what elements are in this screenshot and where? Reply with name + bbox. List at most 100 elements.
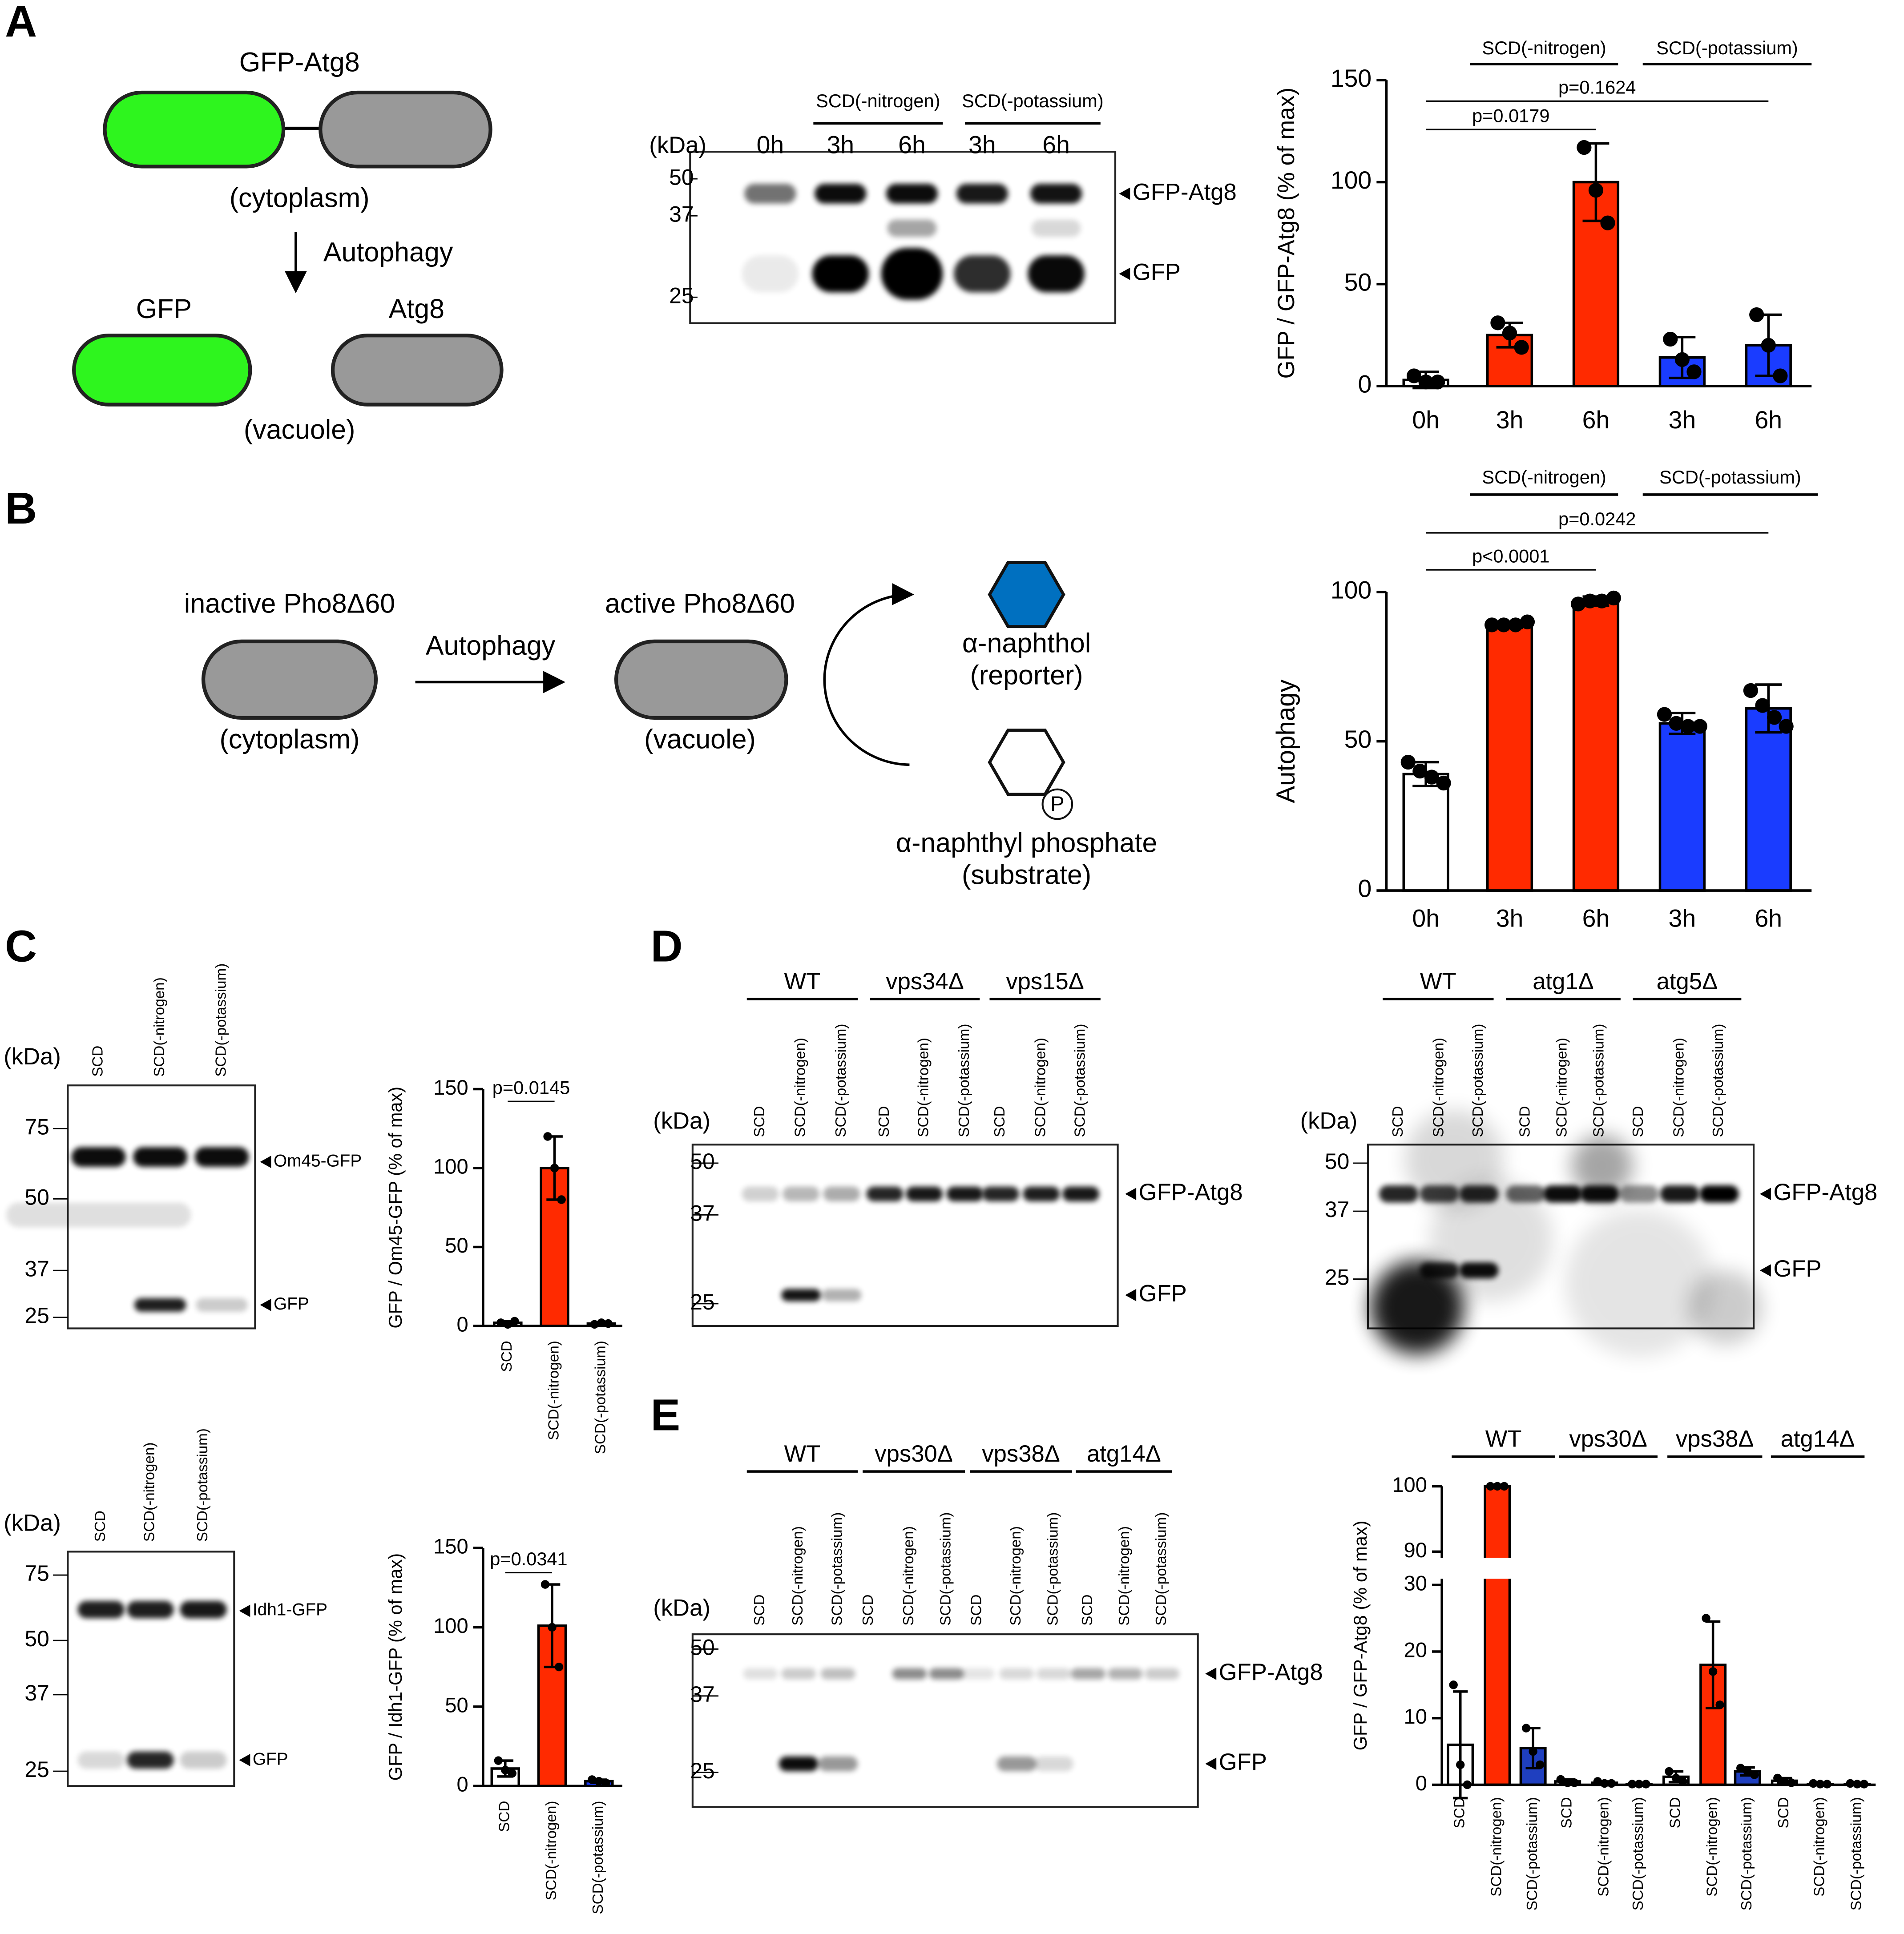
diagram-label: (reporter) (970, 660, 1083, 690)
lane-label: SCD(-potassium) (1470, 1024, 1486, 1137)
marker-label: 37 (690, 1682, 714, 1707)
blot-band (887, 219, 937, 237)
data-point (1773, 368, 1788, 383)
lane-label: SCD (89, 1046, 106, 1077)
lane-label: SCD(-nitrogen) (1008, 1526, 1024, 1626)
diagram-label: α-naphthol (962, 628, 1091, 658)
blot-band (742, 1186, 779, 1201)
bar (1745, 707, 1792, 892)
x-tick-label: SCD (1452, 1797, 1468, 1828)
lane-label: SCD(-potassium) (956, 1024, 972, 1137)
error-bar (1453, 1690, 1468, 1800)
gfp-shape (103, 90, 286, 169)
blot-band (127, 1601, 174, 1619)
blot-band (906, 1186, 943, 1201)
x-tick-label: SCD (1775, 1797, 1792, 1828)
data-point (588, 1775, 597, 1784)
group-label: vps38Δ (1676, 1426, 1754, 1452)
protein-label: GFP (1139, 1280, 1187, 1306)
panel-label: D (651, 922, 683, 971)
x-tick-label: 0h (1412, 406, 1440, 434)
lane-group-label: WT (1420, 968, 1456, 995)
arrowhead (239, 1604, 250, 1617)
diagram-label: (substrate) (962, 860, 1091, 890)
bar-chart: 0 50 100 150 GFP / Idh1-GFP (% of max) SCD SCD… (385, 1534, 622, 1914)
data-point (1449, 1680, 1458, 1689)
data-point (1570, 596, 1586, 612)
x-tick-label: 6h (1582, 406, 1610, 434)
blot-band (779, 1756, 819, 1771)
data-point (1493, 1482, 1502, 1491)
y-tick-label: 50 (1344, 725, 1372, 753)
blot-background (1571, 1135, 1633, 1197)
arrowhead (1125, 1289, 1137, 1301)
blot-band (783, 1186, 820, 1201)
lane-label: SCD (992, 1106, 1008, 1137)
lane-label: SCD(-potassium) (194, 1428, 211, 1542)
marker-label: 37 (669, 201, 694, 226)
x-tick-label: SCD(-nitrogen) (543, 1801, 560, 1901)
blot-band (866, 1186, 904, 1201)
blot-band (1506, 1185, 1545, 1203)
blot-band (956, 184, 1008, 204)
lane-label: SCD(-potassium) (833, 1024, 849, 1137)
y-tick-label: 90 (1404, 1538, 1427, 1562)
data-point (1600, 215, 1615, 230)
blot-band (1062, 1186, 1100, 1201)
y-tick-label: 0 (1416, 1771, 1427, 1795)
blot-band (71, 1147, 126, 1167)
lane-group-label: atg14Δ (1087, 1441, 1161, 1467)
bar (1484, 1485, 1511, 1786)
lane-label: SCD(-potassium) (1710, 1024, 1727, 1137)
blot-band (1108, 1668, 1142, 1680)
data-point (1535, 1760, 1545, 1769)
blot-band (1036, 1668, 1071, 1680)
lane-label: SCD(-nitrogen) (1671, 1038, 1687, 1137)
kda-label: (kDa) (1300, 1108, 1358, 1134)
blot-band (815, 184, 867, 204)
bar (540, 1167, 569, 1327)
diagram-label: active Pho8Δ60 (605, 588, 795, 619)
x-tick-label: SCD(-potassium) (1630, 1797, 1646, 1910)
blot-band (1619, 1185, 1659, 1203)
lane-group-label: vps34Δ (886, 968, 964, 995)
blot-band (133, 1147, 188, 1167)
bar-chart: 0 50 100 150 GFP / GFP-Atg8 (% of max) 0h 3h 6h… (1273, 37, 1812, 434)
arrowhead (1205, 1668, 1217, 1680)
data-point (1606, 590, 1621, 606)
lane-label: 6h (898, 131, 926, 159)
data-point (1671, 1773, 1681, 1783)
blot-band (812, 255, 869, 293)
arrowhead (1119, 267, 1130, 280)
blot-background (1370, 1260, 1464, 1354)
western-blot: SCD SCD(-nitrogen) SCD(-potassium) (kDa) 75 5… (4, 963, 362, 1330)
lane-label: SCD (968, 1595, 985, 1626)
marker-label: 37 (24, 1256, 49, 1281)
blot-band (892, 1668, 927, 1680)
blot-band (196, 1298, 248, 1312)
lane-label: SCD (860, 1595, 876, 1626)
diagram-label: Autophagy (323, 237, 453, 267)
data-point (1736, 1764, 1745, 1773)
arrowhead (1759, 1188, 1771, 1201)
blot-membrane (67, 1551, 235, 1787)
panel-label: E (651, 1390, 681, 1440)
diagram-label: α-naphthyl phosphate (896, 828, 1157, 858)
data-point (1400, 754, 1416, 770)
reaction-arrow (823, 583, 914, 766)
protein-label: GFP-Atg8 (1139, 1179, 1243, 1205)
blot-band (6, 1202, 191, 1228)
data-point (1520, 614, 1535, 629)
arrowhead (260, 1298, 271, 1311)
enzyme-shape (201, 639, 378, 720)
diagram-label: (vacuole) (244, 415, 355, 445)
lane-group-label: WT (784, 1441, 821, 1467)
x-tick-label: 6h (1582, 904, 1610, 932)
y-axis-label: GFP / Om45-GFP (% of max) (385, 1087, 406, 1329)
lane-label: SCD(-potassium) (1072, 1024, 1088, 1137)
group-label: SCD(-potassium) (1656, 37, 1798, 58)
blot-band (134, 1298, 186, 1312)
y-tick-label: 150 (433, 1534, 468, 1558)
bar-chart: 0 10 20 30 90 100 GFP / GFP-Atg8 (% of max) SCD… (1350, 1426, 1878, 1910)
data-point (1502, 326, 1517, 341)
